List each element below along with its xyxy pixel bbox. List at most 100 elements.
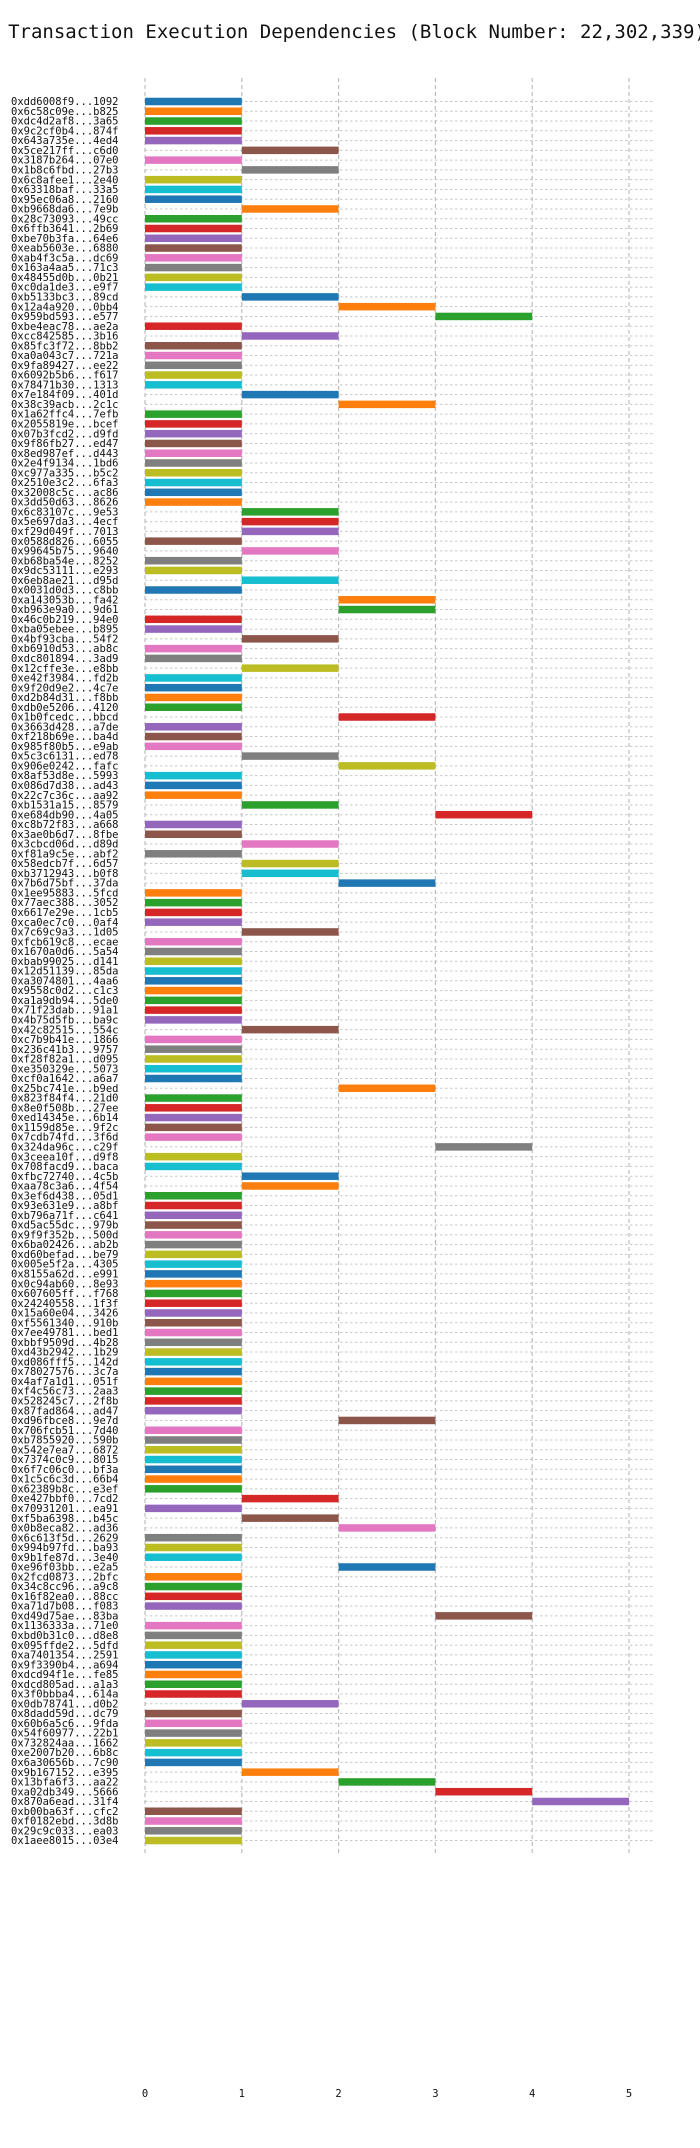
y-tick-label: 0xcf0a1642...a6a7 <box>11 1073 118 1085</box>
bar <box>145 1289 242 1298</box>
bar <box>145 1279 242 1288</box>
y-tick-label: 0xa1a9db94...5de0 <box>11 995 118 1007</box>
bar <box>435 810 533 819</box>
y-tick-label: 0xb796a71f...c641 <box>11 1210 118 1222</box>
y-tick-label: 0x24240558...1f3f <box>11 1298 118 1310</box>
bar <box>145 117 242 125</box>
bars <box>145 97 629 1845</box>
bar <box>145 371 242 379</box>
y-tick-label: 0xe96f03bb...e2a5 <box>11 1562 118 1574</box>
y-tick-label: 0xba05ebee...b895 <box>11 624 118 636</box>
y-tick-label: 0x28c73093...49cc <box>11 213 118 225</box>
bar <box>145 850 242 858</box>
bar <box>145 586 242 594</box>
y-tick-label: 0x2055819e...bcef <box>11 419 118 431</box>
bar <box>145 322 242 330</box>
y-tick-label: 0xdc801894...3ad9 <box>11 653 118 665</box>
bar <box>338 400 436 409</box>
bar <box>145 1367 242 1376</box>
bar <box>145 615 242 624</box>
y-tick-label: 0x6617e29e...1cb5 <box>11 907 118 919</box>
bar <box>145 937 242 946</box>
y-tick-label: 0x9dc53111...e293 <box>11 565 118 577</box>
y-tick-label: 0x2fcd0873...2bfc <box>11 1571 118 1583</box>
y-tick-label: 0x4b75d5fb...ba9c <box>11 1014 118 1026</box>
bar <box>338 713 436 721</box>
y-tick-label: 0xd086fff5...142d <box>11 1356 118 1368</box>
bar <box>145 1319 242 1327</box>
y-tick-label: 0x542e7ea7...6872 <box>11 1444 118 1456</box>
y-tick-label: 0x0031d0d3...c8bb <box>11 585 118 597</box>
bar <box>145 1680 242 1688</box>
bar <box>241 1700 339 1708</box>
y-tick-label: 0x54f60977...22b1 <box>11 1728 118 1740</box>
y-tick-label: 0xa0a043c7...721a <box>11 350 118 362</box>
bar <box>241 1025 339 1034</box>
y-tick-label: 0xdcd94f1e...fe85 <box>11 1669 118 1681</box>
y-tick-label: 0xf4c56c73...2aa3 <box>11 1386 118 1398</box>
x-tick-label: 4 <box>529 2088 535 2100</box>
y-tick-label: 0x38c39acb...2c1c <box>11 399 118 411</box>
y-tick-label: 0x7e184f09...401d <box>11 389 118 401</box>
y-tick-label: 0x6ba02426...ab2b <box>11 1239 118 1251</box>
x-tick-label: 5 <box>626 2088 632 2100</box>
bar <box>145 244 242 252</box>
y-tick-label: 0xe427bbf0...7cd2 <box>11 1493 118 1505</box>
y-tick-label: 0x9558c0d2...c1c3 <box>11 985 118 997</box>
bar <box>145 195 242 203</box>
y-tick-label: 0xed14345e...6b14 <box>11 1112 118 1124</box>
y-tick-label: 0x3ef6d438...05d1 <box>11 1190 118 1202</box>
y-tick-label: 0xb7855920...590b <box>11 1435 118 1447</box>
y-tick-label: 0xbd0b31c0...d8e8 <box>11 1630 118 1642</box>
y-tick-label: 0xf5ba6398...b45c <box>11 1513 118 1525</box>
y-tick-label: 0x7ee49781...bed1 <box>11 1327 118 1339</box>
bar <box>145 1836 242 1845</box>
bar <box>338 596 436 604</box>
y-tick-labels: 0xdd6008f9...10920x6c58c09e...b8250xdc4d… <box>11 96 118 1847</box>
bar <box>145 136 242 145</box>
y-tick-label: 0x823f84f4...21d0 <box>11 1093 118 1105</box>
bar <box>145 156 242 164</box>
bar <box>241 752 339 760</box>
y-tick-label: 0x6c58c09e...b825 <box>11 106 118 118</box>
y-tick-label: 0x643a735e...4ed4 <box>11 135 118 147</box>
y-tick-label: 0x095ffde2...5dfd <box>11 1640 118 1652</box>
y-tick-label: 0x71f23dab...91a1 <box>11 1005 118 1017</box>
y-tick-label: 0x870a6ead...31f4 <box>11 1796 118 1808</box>
y-tick-label: 0x3cbcd06d...d89d <box>11 839 118 851</box>
y-tick-label: 0x959bd593...e577 <box>11 311 118 323</box>
bar <box>145 1016 242 1024</box>
bar <box>532 1797 629 1806</box>
y-tick-label: 0xa143053b...fa42 <box>11 594 118 606</box>
y-tick-label: 0x70931201...ea91 <box>11 1503 118 1515</box>
bar <box>145 1299 242 1307</box>
y-tick-label: 0xf81a9c5e...abf2 <box>11 848 118 860</box>
y-tick-label: 0xab4f3c5a...dc69 <box>11 252 118 264</box>
y-tick-label: 0xa71d7b08...f083 <box>11 1601 118 1613</box>
y-tick-label: 0xd43b2942...1b29 <box>11 1347 118 1359</box>
bar <box>145 1113 242 1122</box>
bar <box>145 947 242 956</box>
y-tick-label: 0x732824aa...1662 <box>11 1737 118 1749</box>
y-tick-label: 0x48455d0b...0b21 <box>11 272 118 284</box>
bar <box>145 986 242 995</box>
y-tick-label: 0x12a4a920...0bb4 <box>11 301 118 313</box>
y-tick-label: 0xaa78c3a6...4f54 <box>11 1181 118 1193</box>
bar <box>145 1533 242 1542</box>
y-tick-label: 0x2510e3c2...6fa3 <box>11 477 118 489</box>
bar <box>145 1827 242 1835</box>
y-tick-label: 0x324da96c...c29f <box>11 1141 118 1153</box>
bar <box>145 459 242 467</box>
bar <box>145 1338 242 1347</box>
bar <box>145 1006 242 1014</box>
bar <box>145 1739 242 1747</box>
y-tick-label: 0x95ec06a8...2160 <box>11 194 118 206</box>
y-tick-label: 0x1ee95883...5fcd <box>11 887 118 899</box>
bar <box>145 703 242 711</box>
y-tick-label: 0x6f7c06c0...bf3a <box>11 1464 118 1476</box>
y-tick-label: 0x32008c5c...ac86 <box>11 487 118 499</box>
y-tick-label: 0x46c0b219...94e0 <box>11 614 118 626</box>
y-tick-label: 0x42c82515...554c <box>11 1024 118 1036</box>
chart-title: Transaction Execution Dependencies (Bloc… <box>8 21 700 43</box>
y-tick-label: 0xb5133bc3...89cd <box>11 292 118 304</box>
